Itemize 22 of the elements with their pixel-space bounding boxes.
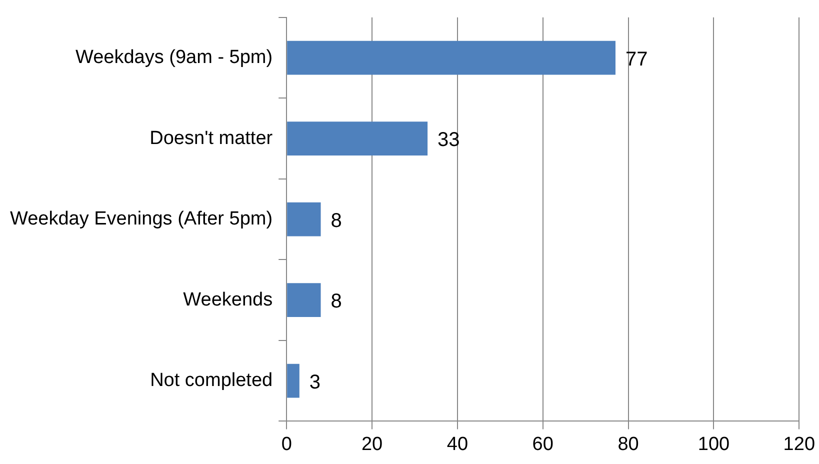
bar <box>287 283 321 318</box>
x-tick-label: 80 <box>618 434 639 455</box>
data-label: 33 <box>438 129 460 152</box>
x-tick-label: 100 <box>698 434 730 455</box>
data-label: 8 <box>330 290 342 313</box>
data-label: 8 <box>330 210 342 232</box>
y-tick-label: Doesn't matter <box>150 128 274 149</box>
y-tick-label: Weekends <box>183 289 273 310</box>
data-label: 77 <box>625 48 648 70</box>
x-tick-label: 20 <box>361 434 383 455</box>
y-tick-label: Not completed <box>150 370 273 392</box>
x-tick-label: 40 <box>446 434 468 455</box>
x-tick-label: 120 <box>783 434 815 455</box>
bar <box>287 202 321 236</box>
data-label: 3 <box>309 371 321 394</box>
bar <box>287 40 616 75</box>
x-tick-label: 60 <box>532 434 554 455</box>
x-tick-label: 0 <box>281 434 292 455</box>
bar <box>287 364 300 398</box>
y-tick-label: Weekdays (9am - 5pm) <box>75 47 273 68</box>
y-tick-label: Weekday Evenings (After 5pm) <box>10 208 273 230</box>
bar <box>287 122 428 156</box>
